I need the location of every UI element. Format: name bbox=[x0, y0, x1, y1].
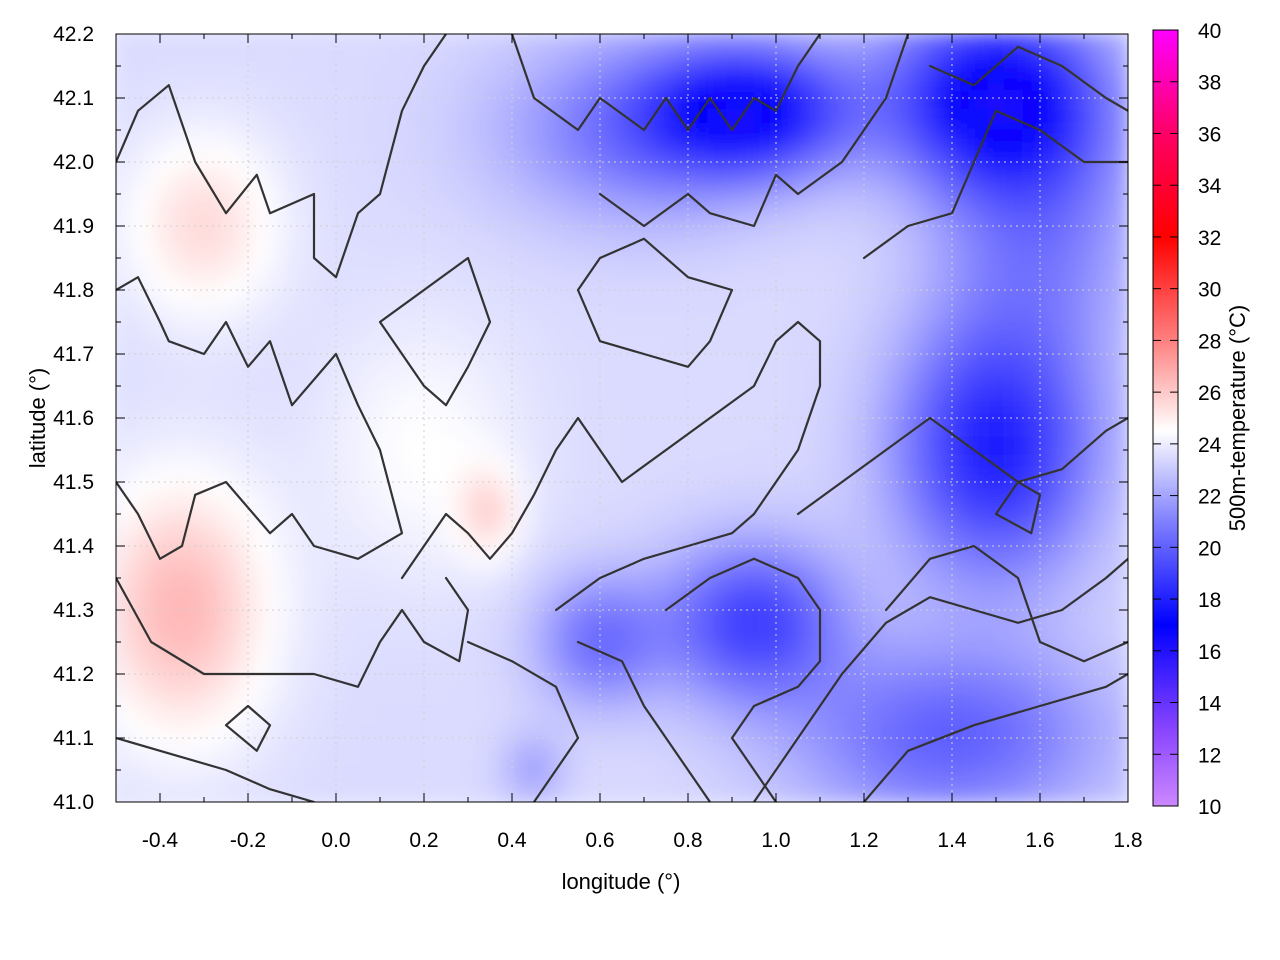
plot-grid bbox=[116, 34, 1128, 802]
contour-line-8 bbox=[664, 557, 822, 802]
contour-line-11 bbox=[796, 416, 1128, 516]
x-tick-label: 0.4 bbox=[497, 829, 527, 852]
contour-line-18 bbox=[224, 704, 272, 752]
y-axis-title: latitude (°) bbox=[25, 368, 50, 469]
colorbar-tick-label: 40 bbox=[1198, 20, 1221, 43]
colorbar-tick-label: 24 bbox=[1198, 434, 1222, 457]
contour-line-20 bbox=[884, 544, 1128, 663]
contour-line-2 bbox=[116, 276, 404, 560]
y-tick-label: 41.5 bbox=[53, 471, 94, 494]
x-tick-label: 0.6 bbox=[585, 829, 614, 852]
y-tick-label: 41.1 bbox=[53, 727, 94, 750]
colorbar-tick-label: 18 bbox=[1198, 589, 1221, 612]
colorbar-title: 500m-temperature (°C) bbox=[1225, 305, 1250, 531]
y-tick-label: 41.9 bbox=[53, 215, 94, 238]
contour-line-9 bbox=[752, 557, 1128, 802]
y-tick-label: 41.3 bbox=[53, 599, 94, 622]
colorbar-tick-label: 36 bbox=[1198, 123, 1221, 146]
colorbar-tick-label: 12 bbox=[1198, 744, 1221, 767]
y-tick-label: 41.4 bbox=[53, 535, 94, 558]
y-tick-label: 41.6 bbox=[53, 407, 94, 430]
x-tick-label: 1.6 bbox=[1025, 829, 1054, 852]
contour-line-7 bbox=[576, 640, 712, 802]
x-tick-label: 1.8 bbox=[1113, 829, 1142, 852]
colorbar-tick-label: 14 bbox=[1198, 693, 1222, 716]
colorbar-tick-label: 22 bbox=[1198, 486, 1221, 509]
x-tick-label: 1.0 bbox=[761, 829, 790, 852]
colorbar-tick-label: 10 bbox=[1198, 796, 1221, 819]
contour-line-3 bbox=[116, 576, 470, 688]
colorbar-tick-label: 34 bbox=[1198, 175, 1222, 198]
x-axis-title: longitude (°) bbox=[562, 869, 681, 894]
x-tick-label: -0.2 bbox=[230, 829, 266, 852]
y-tick-label: 42.0 bbox=[53, 151, 94, 174]
contour-line-13 bbox=[510, 34, 822, 132]
contour-line-5 bbox=[400, 320, 822, 612]
colorbar-axis: 10 12 14 16 18 20 22 24 26 28 30 32 34 36 38 40 bbox=[1153, 20, 1222, 819]
y-tick-label: 42.1 bbox=[53, 87, 94, 110]
colorbar-tick-label: 26 bbox=[1198, 382, 1221, 405]
contour-line-6 bbox=[466, 640, 580, 802]
contour-line-17 bbox=[576, 237, 734, 368]
x-tick-label: 1.4 bbox=[937, 829, 967, 852]
contour-line-4 bbox=[116, 736, 316, 802]
colorbar bbox=[1152, 29, 1179, 807]
contour-line-16 bbox=[378, 256, 492, 407]
contour-line-1 bbox=[116, 34, 448, 279]
x-tick-label: -0.4 bbox=[142, 829, 179, 852]
colorbar-tick-label: 16 bbox=[1198, 641, 1221, 664]
contour-lines bbox=[116, 34, 1128, 802]
colorbar-tick-label: 32 bbox=[1198, 227, 1221, 250]
x-tick-label: 0.2 bbox=[409, 829, 438, 852]
y-tick-label: 41.8 bbox=[53, 279, 94, 302]
colorbar-tick-label: 28 bbox=[1198, 330, 1221, 353]
contour-line-10 bbox=[862, 672, 1128, 802]
colorbar-tick-label: 38 bbox=[1198, 72, 1221, 95]
x-tick-label: 0.0 bbox=[321, 829, 350, 852]
contour-line-19 bbox=[994, 480, 1042, 535]
contour-line-15 bbox=[928, 45, 1128, 112]
colorbar-tick-label: 30 bbox=[1198, 279, 1221, 302]
contour-line-12 bbox=[862, 109, 1128, 260]
y-tick-label: 41.0 bbox=[53, 791, 94, 814]
y-tick-label: 41.7 bbox=[53, 343, 94, 366]
contour-line-14 bbox=[598, 34, 910, 228]
x-tick-label: 0.8 bbox=[673, 829, 702, 852]
y-tick-label: 42.2 bbox=[53, 23, 94, 46]
axes: -0.4 -0.2 0.0 0.2 0.4 0.6 0.8 1.0 1.2 1.4 1.6 1.8 41… bbox=[53, 23, 1142, 852]
x-tick-label: 1.2 bbox=[849, 829, 878, 852]
y-tick-label: 41.2 bbox=[53, 663, 94, 686]
colorbar-tick-label: 20 bbox=[1198, 537, 1221, 560]
